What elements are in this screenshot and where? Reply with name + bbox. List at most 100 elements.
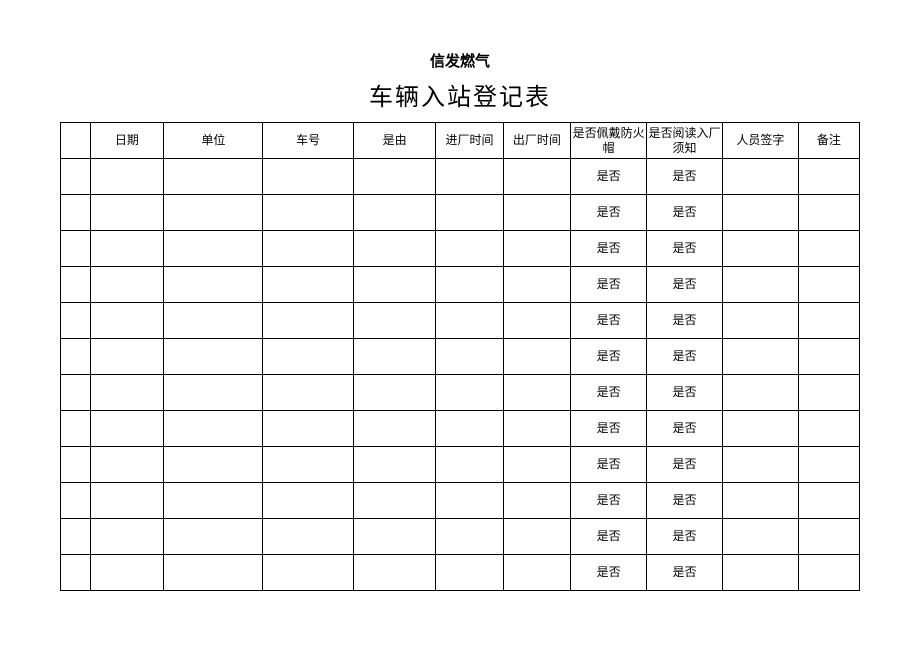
table-cell <box>436 519 503 555</box>
table-cell <box>61 159 91 195</box>
table-cell <box>503 195 570 231</box>
table-cell <box>61 195 91 231</box>
table-cell <box>164 195 263 231</box>
table-row: 是否是否 <box>61 339 860 375</box>
table-body: 是否是否是否是否是否是否是否是否是否是否是否是否是否是否是否是否是否是否是否是否… <box>61 159 860 591</box>
table-cell <box>503 411 570 447</box>
table-cell <box>354 555 436 591</box>
table-cell <box>722 159 798 195</box>
table-cell <box>354 483 436 519</box>
table-cell <box>436 231 503 267</box>
table-cell <box>263 411 354 447</box>
table-cell <box>164 375 263 411</box>
cell-firecap-yn: 是否 <box>571 447 647 483</box>
cell-notice-yn: 是否 <box>647 159 723 195</box>
table-cell <box>503 267 570 303</box>
cell-notice-yn: 是否 <box>647 519 723 555</box>
table-cell <box>503 519 570 555</box>
table-cell <box>164 555 263 591</box>
table-row: 是否是否 <box>61 231 860 267</box>
cell-notice-yn: 是否 <box>647 231 723 267</box>
table-cell <box>722 447 798 483</box>
cell-firecap-yn: 是否 <box>571 231 647 267</box>
table-cell <box>263 303 354 339</box>
table-cell <box>798 231 859 267</box>
cell-firecap-yn: 是否 <box>571 303 647 339</box>
table-cell <box>436 375 503 411</box>
table-cell <box>164 267 263 303</box>
cell-firecap-yn: 是否 <box>571 267 647 303</box>
table-cell <box>61 519 91 555</box>
table-row: 是否是否 <box>61 411 860 447</box>
table-cell <box>263 195 354 231</box>
table-cell <box>263 483 354 519</box>
table-cell <box>798 447 859 483</box>
table-cell <box>722 339 798 375</box>
table-cell <box>164 519 263 555</box>
registration-table: 日期 单位 车号 是由 进厂时间 出厂时间 是否佩戴防火帽 是否阅读入厂须知 人… <box>60 122 860 591</box>
table-cell <box>61 411 91 447</box>
table-cell <box>90 195 164 231</box>
table-cell <box>354 231 436 267</box>
table-cell <box>164 231 263 267</box>
cell-firecap-yn: 是否 <box>571 339 647 375</box>
table-cell <box>164 483 263 519</box>
table-cell <box>436 267 503 303</box>
table-cell <box>798 267 859 303</box>
col-header-unit: 单位 <box>164 123 263 159</box>
table-row: 是否是否 <box>61 159 860 195</box>
table-cell <box>503 303 570 339</box>
table-cell <box>263 375 354 411</box>
table-cell <box>798 339 859 375</box>
table-cell <box>164 447 263 483</box>
table-cell <box>61 231 91 267</box>
table-cell <box>90 339 164 375</box>
table-row: 是否是否 <box>61 195 860 231</box>
cell-notice-yn: 是否 <box>647 339 723 375</box>
table-cell <box>354 267 436 303</box>
table-cell <box>798 159 859 195</box>
table-cell <box>263 231 354 267</box>
table-row: 是否是否 <box>61 447 860 483</box>
cell-firecap-yn: 是否 <box>571 519 647 555</box>
table-cell <box>503 447 570 483</box>
table-row: 是否是否 <box>61 303 860 339</box>
table-cell <box>503 375 570 411</box>
cell-notice-yn: 是否 <box>647 555 723 591</box>
table-cell <box>436 195 503 231</box>
cell-notice-yn: 是否 <box>647 303 723 339</box>
cell-firecap-yn: 是否 <box>571 195 647 231</box>
table-cell <box>164 339 263 375</box>
table-cell <box>354 519 436 555</box>
col-header-notice: 是否阅读入厂须知 <box>647 123 723 159</box>
col-header-vehicle: 车号 <box>263 123 354 159</box>
table-cell <box>90 483 164 519</box>
table-cell <box>722 195 798 231</box>
table-cell <box>61 303 91 339</box>
table-row: 是否是否 <box>61 483 860 519</box>
table-row: 是否是否 <box>61 519 860 555</box>
table-cell <box>722 555 798 591</box>
table-cell <box>354 339 436 375</box>
table-cell <box>722 483 798 519</box>
table-row: 是否是否 <box>61 375 860 411</box>
table-cell <box>354 411 436 447</box>
table-cell <box>354 447 436 483</box>
cell-firecap-yn: 是否 <box>571 483 647 519</box>
table-cell <box>798 375 859 411</box>
table-cell <box>61 267 91 303</box>
table-cell <box>798 519 859 555</box>
cell-firecap-yn: 是否 <box>571 375 647 411</box>
cell-notice-yn: 是否 <box>647 195 723 231</box>
table-cell <box>90 519 164 555</box>
table-cell <box>354 303 436 339</box>
cell-notice-yn: 是否 <box>647 483 723 519</box>
table-cell <box>263 339 354 375</box>
cell-notice-yn: 是否 <box>647 267 723 303</box>
col-header-firecap: 是否佩戴防火帽 <box>571 123 647 159</box>
table-cell <box>164 411 263 447</box>
table-cell <box>61 555 91 591</box>
table-cell <box>503 555 570 591</box>
table-cell <box>722 267 798 303</box>
table-cell <box>798 411 859 447</box>
